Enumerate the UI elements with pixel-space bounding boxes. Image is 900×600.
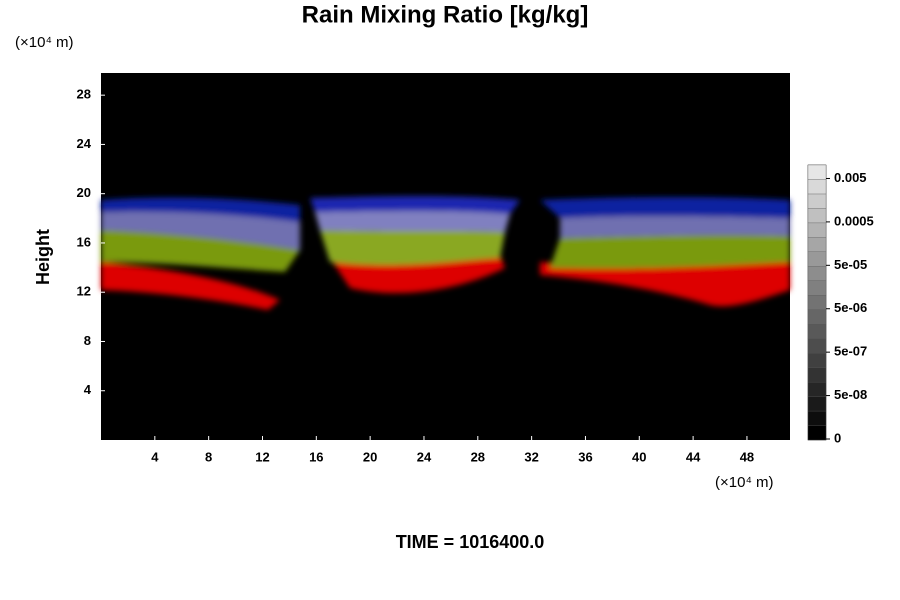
x-tick-label: 28 — [471, 449, 485, 464]
x-tick-label: 48 — [740, 449, 754, 464]
colorbar-tick-label: 0.0005 — [834, 213, 874, 228]
x-tick-label: 20 — [363, 449, 377, 464]
colorbar-segment — [807, 425, 827, 441]
colorbar-segment — [807, 381, 827, 397]
colorbar-tick-label: 5e-07 — [834, 344, 867, 359]
colorbar-tick-label: 0.005 — [834, 170, 867, 185]
colorbar-segment — [807, 280, 827, 296]
x-tick-label: 44 — [686, 449, 701, 464]
y-tick-label: 16 — [77, 234, 91, 249]
colorbar-segment — [807, 179, 827, 195]
x-tick-label: 24 — [417, 449, 432, 464]
colorbar-segment — [807, 164, 827, 180]
colorbar-segment — [807, 410, 827, 426]
y-tick-label: 12 — [77, 284, 91, 299]
colorbar-segment — [807, 338, 827, 354]
colorbar-segment — [807, 324, 827, 339]
y-tick-label: 20 — [77, 185, 91, 200]
chart-title: Rain Mixing Ratio [kg/kg] — [302, 1, 589, 28]
y-axis-label: Height — [33, 229, 53, 285]
colorbar-segment — [807, 251, 827, 267]
colorbar-tick-label: 0 — [834, 430, 841, 445]
y-unit: (×10⁴ m) — [15, 34, 74, 51]
y-tick-label: 4 — [84, 382, 92, 397]
colorbar-segment — [807, 266, 827, 281]
footer: TIME = 1016400.0 — [396, 532, 545, 552]
y-tick-label: 24 — [77, 136, 92, 151]
x-tick-label: 40 — [632, 449, 646, 464]
colorbar-tick-label: 5e-06 — [834, 300, 867, 315]
x-tick-label: 4 — [151, 449, 159, 464]
x-tick-label: 32 — [524, 449, 538, 464]
colorbar-segment — [807, 309, 827, 325]
colorbar-segment — [807, 295, 827, 310]
field — [101, 195, 790, 310]
colorbar-segment — [807, 208, 827, 224]
y-tick-label: 8 — [84, 333, 91, 348]
colorbar-segment — [807, 237, 827, 252]
y-tick-label: 28 — [77, 87, 91, 102]
x-tick-label: 12 — [255, 449, 269, 464]
colorbar-tick-label: 5e-08 — [834, 387, 867, 402]
colorbar-segment — [807, 193, 827, 209]
x-tick-label: 16 — [309, 449, 323, 464]
colorbar-tick-label: 5e-05 — [834, 257, 867, 272]
x-tick-label: 8 — [205, 449, 212, 464]
colorbar-segment — [807, 353, 827, 368]
colorbar-segment — [807, 396, 827, 412]
x-unit: (×10⁴ m) — [715, 474, 774, 491]
x-tick-label: 36 — [578, 449, 592, 464]
colorbar-segment — [807, 367, 827, 383]
colorbar-segment — [807, 222, 827, 238]
